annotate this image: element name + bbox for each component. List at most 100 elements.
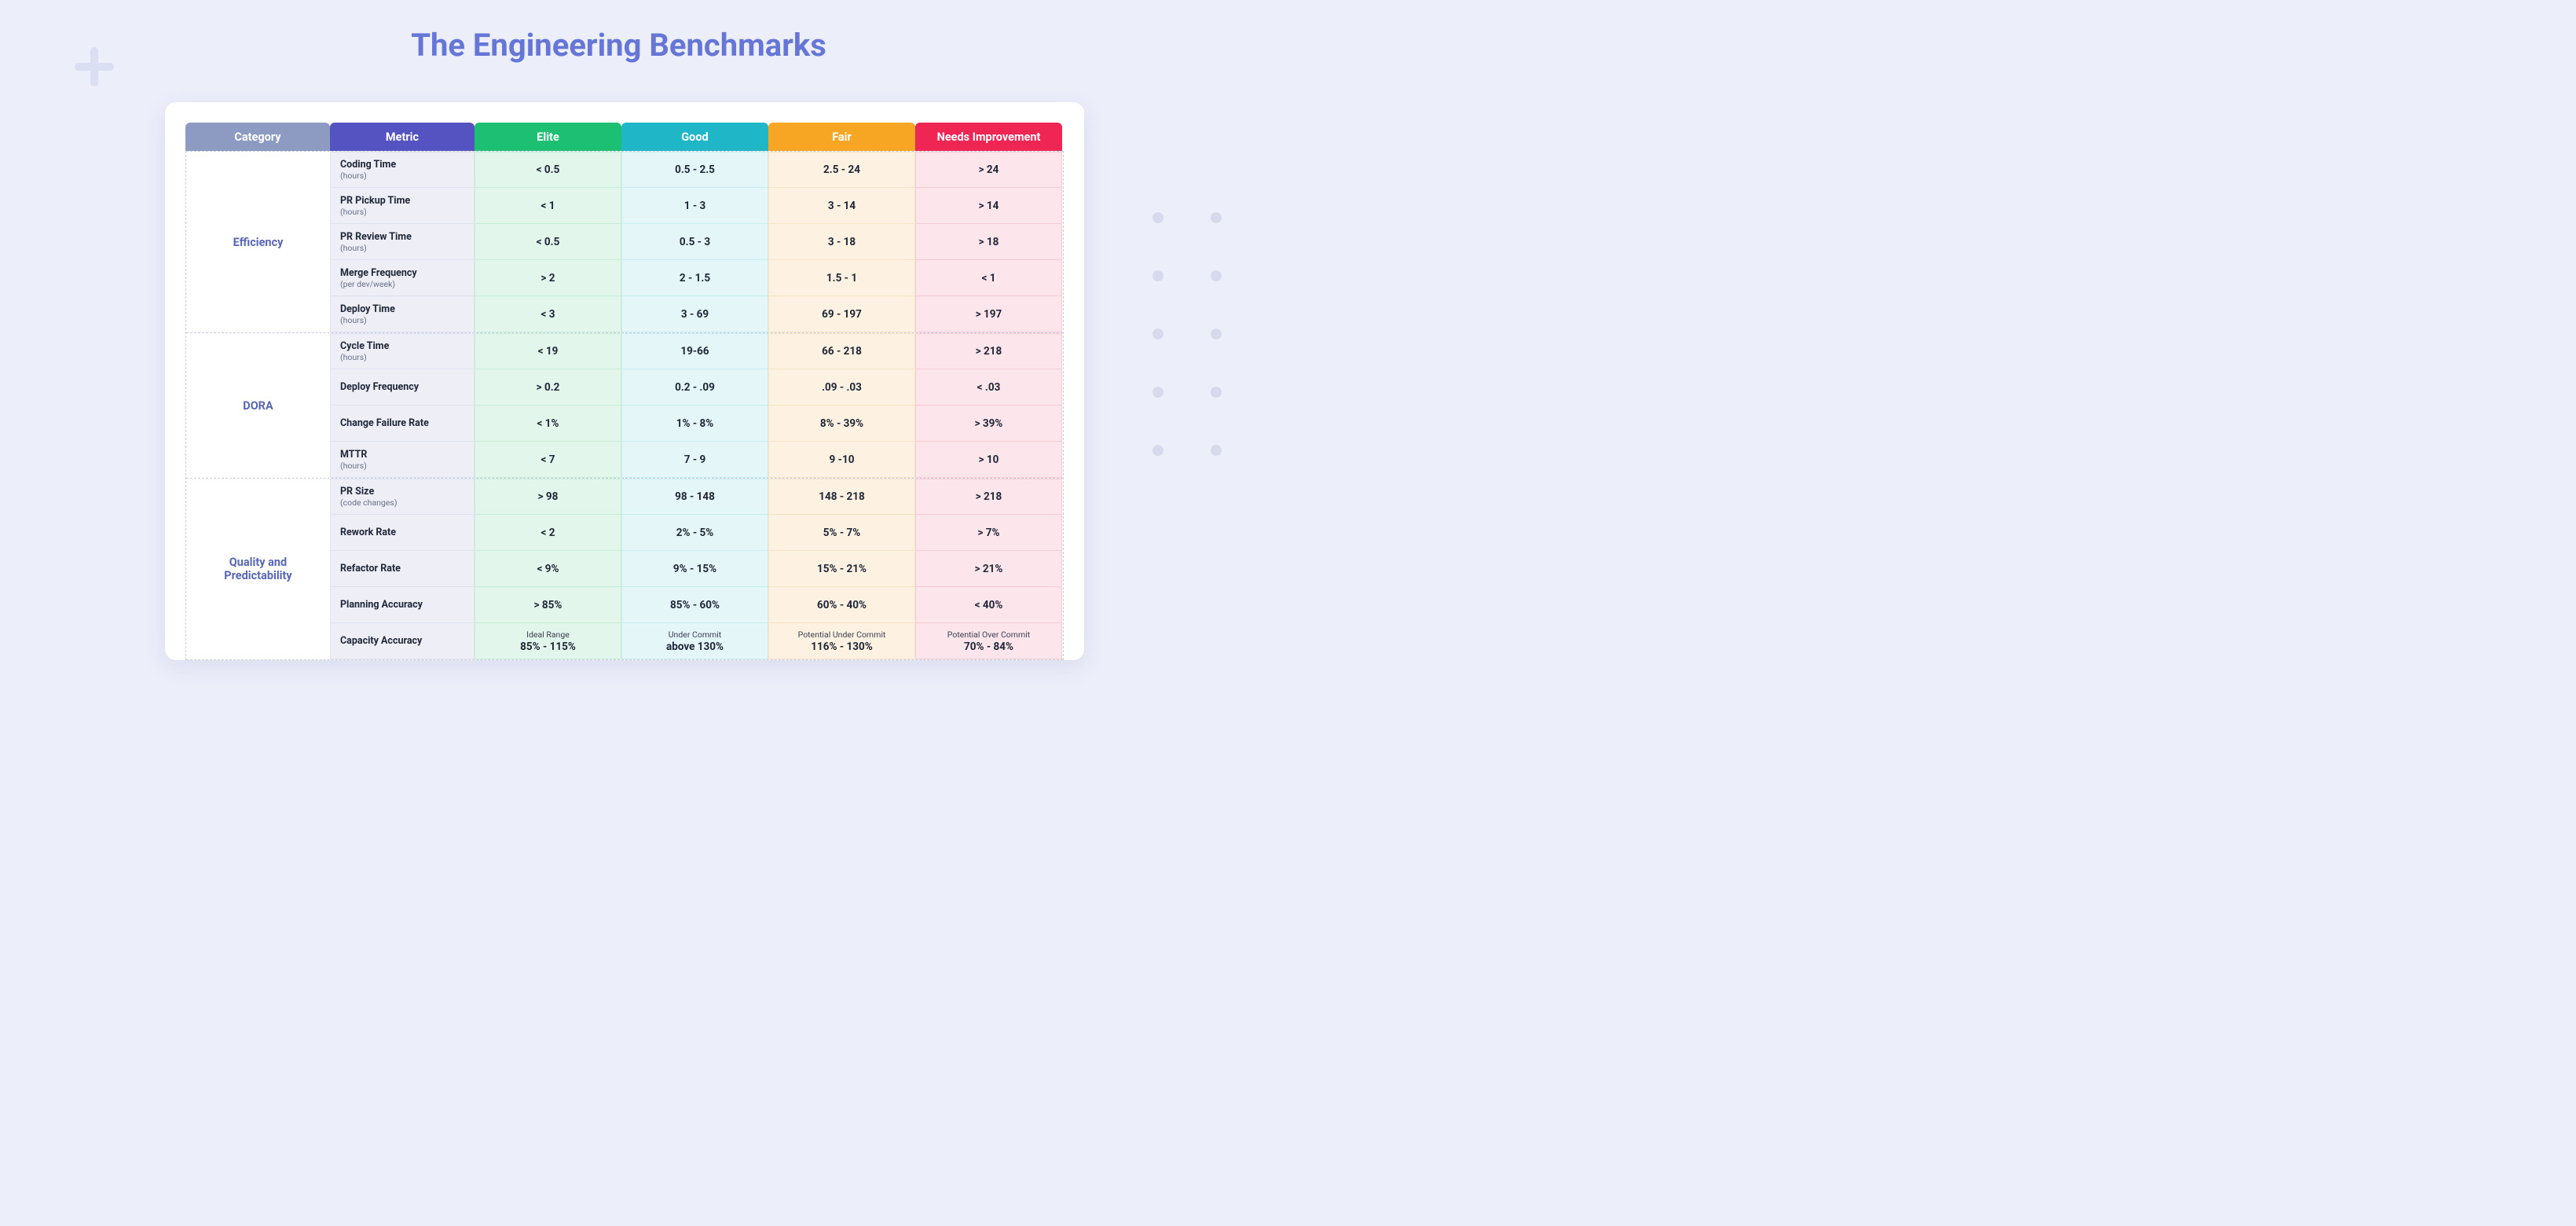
value-text: 60% - 40% <box>817 599 867 611</box>
value-text: < .03 <box>977 381 1001 394</box>
value-text: 2.5 - 24 <box>823 163 860 176</box>
value-good: 0.2 - .09 <box>621 369 768 406</box>
header-elite: Elite <box>475 123 621 151</box>
metric-name: Coding Time <box>340 159 464 171</box>
value-needs: > 14 <box>915 188 1062 224</box>
value-elite: < 2 <box>475 515 621 551</box>
value-text: > 218 <box>976 345 1002 358</box>
value-good: 0.5 - 3 <box>621 224 768 260</box>
value-good: 2% - 5% <box>621 515 768 551</box>
metric-name: Refactor Rate <box>340 563 464 574</box>
value-elite: < 19 <box>475 333 621 369</box>
value-text: 69 - 197 <box>822 308 862 321</box>
metric-name: Planning Accuracy <box>340 599 464 611</box>
value-needs: > 10 <box>915 442 1062 478</box>
value-needs: > 18 <box>915 224 1062 260</box>
value-elite: Ideal Range85% - 115% <box>475 623 621 659</box>
value-fair: 9 -10 <box>768 442 915 478</box>
value-text: > 85% <box>534 599 562 611</box>
value-text: < 1% <box>537 417 559 430</box>
table-row: MTTR(hours)< 77 - 99 -10> 10 <box>330 442 1063 478</box>
value-needs: > 197 <box>915 296 1062 332</box>
value-text: 1% - 8% <box>676 417 713 430</box>
value-fair: 8% - 39% <box>768 406 915 442</box>
value-elite: > 0.2 <box>475 369 621 406</box>
value-elite: < 1% <box>475 406 621 442</box>
value-fair: 1.5 - 1 <box>768 260 915 296</box>
metric-cell: Cycle Time(hours) <box>330 333 475 369</box>
table-row: Refactor Rate< 9%9% - 15%15% - 21%> 21% <box>330 551 1063 587</box>
value-text: above 130% <box>666 641 724 653</box>
value-fair: 69 - 197 <box>768 296 915 332</box>
metric-cell: Change Failure Rate <box>330 406 475 442</box>
table-row: Merge Frequency(per dev/week)> 22 - 1.51… <box>330 260 1063 296</box>
value-fair: .09 - .03 <box>768 369 915 406</box>
value-text: .09 - .03 <box>822 381 862 394</box>
metric-cell: Deploy Frequency <box>330 369 475 406</box>
value-text: < 0.5 <box>537 163 560 176</box>
value-text: 0.5 - 3 <box>680 236 710 248</box>
header-metric: Metric <box>330 123 475 151</box>
metric-cell: Refactor Rate <box>330 551 475 587</box>
value-text: 8% - 39% <box>820 417 863 430</box>
value-elite: < 7 <box>475 442 621 478</box>
metric-cell: Coding Time(hours) <box>330 152 475 188</box>
value-text: < 1 <box>982 272 996 284</box>
value-text: > 2 <box>540 272 555 284</box>
value-text: < 19 <box>538 345 559 358</box>
metric-name: PR Size <box>340 486 464 497</box>
metric-cell: Capacity Accuracy <box>330 623 475 659</box>
table-row: Deploy Frequency > 0.20.2 - .09 .09 - .03 <… <box>330 369 1063 406</box>
value-elite: > 2 <box>475 260 621 296</box>
value-text: > 98 <box>538 490 559 503</box>
value-text: 2 - 1.5 <box>680 272 710 284</box>
category-label: Quality and Predictability <box>186 479 330 659</box>
value-text: 3 - 69 <box>681 308 709 321</box>
benchmark-card: CategoryMetricEliteGoodFairNeeds Improve… <box>165 102 1084 660</box>
value-text: > 18 <box>979 236 999 248</box>
category-block: Quality and PredictabilityPR Size(code c… <box>186 479 1063 660</box>
header-needs: Needs Improvement <box>915 123 1062 151</box>
metric-name: Deploy Frequency <box>340 381 464 393</box>
metric-unit: (code changes) <box>340 497 464 508</box>
metric-cell: PR Review Time(hours) <box>330 224 475 260</box>
value-needs: > 7% <box>915 515 1062 551</box>
value-text: < 40% <box>975 599 1003 611</box>
value-text: 0.5 - 2.5 <box>675 163 715 176</box>
value-elite: < 1 <box>475 188 621 224</box>
value-text: 19-66 <box>680 345 709 358</box>
value-needs: > 21% <box>915 551 1062 587</box>
value-text: 5% - 7% <box>823 527 860 539</box>
value-text: 116% - 130% <box>811 641 872 653</box>
value-good: Under Commitabove 130% <box>621 623 768 659</box>
value-good: 7 - 9 <box>621 442 768 478</box>
value-text: 98 - 148 <box>675 490 715 503</box>
value-text: > 14 <box>979 200 999 212</box>
table-row: Cycle Time(hours) < 19 19-66 66 - 218 > 218 <box>330 333 1063 369</box>
metric-unit: (hours) <box>340 352 464 362</box>
value-good: 85% - 60% <box>621 587 768 623</box>
plus-decoration <box>75 47 114 86</box>
table-row: PR Pickup Time(hours)< 11 - 33 - 14> 14 <box>330 188 1063 224</box>
value-text: > 197 <box>976 308 1002 321</box>
value-text: > 21% <box>975 563 1003 575</box>
value-text: > 218 <box>976 490 1002 503</box>
metric-cell: Deploy Time(hours) <box>330 296 475 332</box>
value-text: > 7% <box>977 527 999 539</box>
value-text: 2% - 5% <box>676 527 713 539</box>
value-needs: Potential Over Commit70% - 84% <box>915 623 1062 659</box>
value-text: < 3 <box>541 308 555 321</box>
value-needs: > 24 <box>915 152 1062 188</box>
table-row: Change Failure Rate< 1%1% - 8%8% - 39%> … <box>330 406 1063 442</box>
metric-cell: PR Size(code changes) <box>330 479 475 515</box>
dot-grid-decoration <box>1152 212 1222 456</box>
value-elite: < 3 <box>475 296 621 332</box>
value-text: 9 -10 <box>830 453 855 466</box>
metric-unit: (hours) <box>340 171 464 181</box>
value-text: > 10 <box>979 453 999 466</box>
value-needs: < .03 <box>915 369 1062 406</box>
metric-name: Cycle Time <box>340 340 464 352</box>
value-caption: Ideal Range <box>526 630 570 640</box>
value-fair: 66 - 218 <box>768 333 915 369</box>
table-row: PR Size(code changes)> 9898 - 148148 - 2… <box>330 479 1063 515</box>
